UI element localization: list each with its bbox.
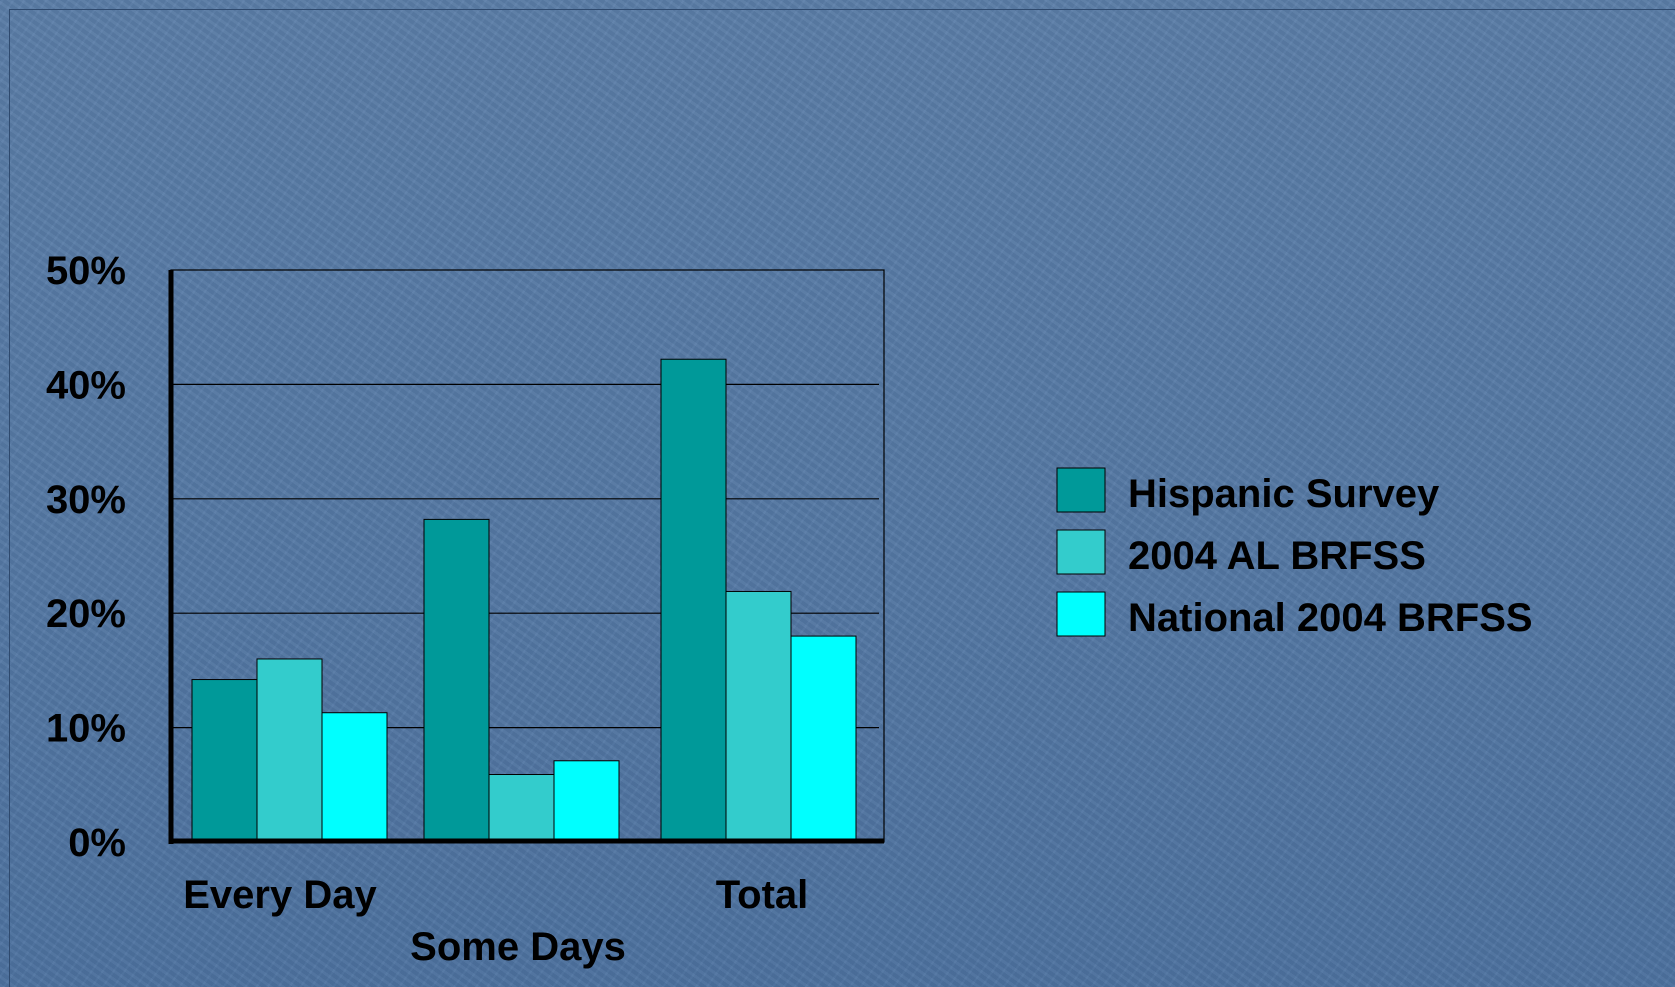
- legend-swatch-2004-al-brfss: [1056, 529, 1106, 575]
- bars: [191, 358, 857, 843]
- legend-label-hispanic-survey: Hispanic Survey: [1128, 472, 1440, 516]
- y-tick-label-50pct: 50%: [46, 249, 126, 293]
- bar-every-day-hispanic-survey: [191, 679, 258, 843]
- y-axis-tick-labels: 0% 10% 20% 30% 40% 50%: [46, 249, 126, 865]
- y-tick-label-10pct: 10%: [46, 707, 126, 751]
- bar-every-day-national-2004-brfss: [321, 712, 388, 843]
- x-axis-category-labels: Every Day Some Days Total: [183, 873, 808, 969]
- bar-some-days-hispanic-survey: [423, 518, 490, 843]
- legend: Hispanic Survey 2004 AL BRFSS National 200…: [1056, 467, 1533, 640]
- y-tick-label-40pct: 40%: [46, 363, 126, 407]
- y-tick-label-20pct: 20%: [46, 592, 126, 636]
- bar-every-day-2004-al-brfss: [256, 658, 323, 843]
- legend-label-national-2004-brfss: National 2004 BRFSS: [1128, 596, 1533, 640]
- bar-some-days-national-2004-brfss: [553, 760, 620, 843]
- bar-total-hispanic-survey: [660, 358, 727, 843]
- y-tick-label-30pct: 30%: [46, 478, 126, 522]
- legend-swatch-national-2004-brfss: [1056, 591, 1106, 637]
- axes: [168, 270, 884, 844]
- slide-frame: [9, 9, 1675, 987]
- x-category-label-every-day: Every Day: [183, 873, 377, 917]
- bar-total-national-2004-brfss: [790, 635, 857, 843]
- x-category-label-total: Total: [716, 873, 809, 917]
- x-category-label-some-days: Some Days: [410, 925, 626, 969]
- legend-swatch-hispanic-survey: [1056, 467, 1106, 513]
- legend-label-2004-al-brfss: 2004 AL BRFSS: [1128, 534, 1426, 578]
- bar-total-2004-al-brfss: [725, 590, 792, 843]
- y-tick-label-0pct: 0%: [68, 821, 126, 865]
- bar-some-days-2004-al-brfss: [488, 774, 555, 843]
